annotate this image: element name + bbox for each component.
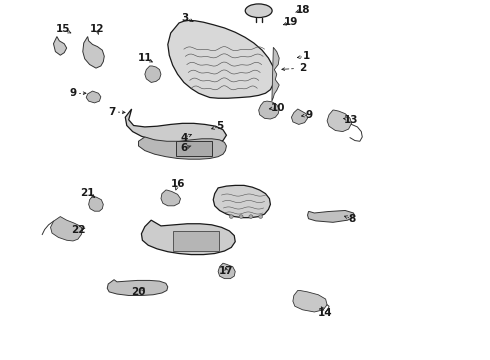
Polygon shape xyxy=(125,109,226,145)
Text: 14: 14 xyxy=(318,308,333,318)
Polygon shape xyxy=(89,196,103,211)
Polygon shape xyxy=(50,217,83,241)
Text: 9: 9 xyxy=(70,88,76,98)
Text: 1: 1 xyxy=(302,51,310,61)
Text: 20: 20 xyxy=(131,287,146,297)
Polygon shape xyxy=(259,101,279,119)
Polygon shape xyxy=(107,280,168,296)
Polygon shape xyxy=(272,47,279,101)
Polygon shape xyxy=(327,110,351,132)
Bar xyxy=(175,140,212,156)
Text: 22: 22 xyxy=(71,225,85,235)
Polygon shape xyxy=(53,37,67,55)
Text: 15: 15 xyxy=(56,24,71,35)
Text: 11: 11 xyxy=(138,53,152,63)
Text: 9: 9 xyxy=(306,110,313,120)
Polygon shape xyxy=(142,220,235,255)
Text: 13: 13 xyxy=(344,115,359,125)
Text: 2: 2 xyxy=(299,63,306,73)
Polygon shape xyxy=(83,37,104,68)
Text: 17: 17 xyxy=(219,266,234,276)
Text: 19: 19 xyxy=(284,17,298,27)
Ellipse shape xyxy=(245,4,272,18)
Text: 10: 10 xyxy=(271,103,286,113)
Polygon shape xyxy=(139,137,226,159)
Text: 21: 21 xyxy=(80,188,95,198)
Text: 6: 6 xyxy=(180,143,188,153)
Polygon shape xyxy=(293,291,327,312)
Polygon shape xyxy=(218,263,235,279)
Text: 3: 3 xyxy=(182,13,189,23)
Text: 7: 7 xyxy=(108,107,116,117)
Text: 18: 18 xyxy=(295,5,310,15)
Ellipse shape xyxy=(249,215,253,219)
Polygon shape xyxy=(145,66,161,82)
Polygon shape xyxy=(213,185,270,218)
Ellipse shape xyxy=(259,215,263,219)
Polygon shape xyxy=(292,109,308,125)
Text: 8: 8 xyxy=(348,214,355,224)
Polygon shape xyxy=(86,91,101,103)
Ellipse shape xyxy=(229,215,233,219)
Text: 16: 16 xyxy=(171,179,185,189)
Text: 12: 12 xyxy=(90,24,105,35)
Bar xyxy=(172,231,219,251)
Polygon shape xyxy=(168,21,274,98)
Polygon shape xyxy=(308,211,355,222)
Text: 4: 4 xyxy=(180,133,188,143)
Ellipse shape xyxy=(239,215,243,219)
Text: 5: 5 xyxy=(216,121,223,131)
Polygon shape xyxy=(161,190,180,206)
